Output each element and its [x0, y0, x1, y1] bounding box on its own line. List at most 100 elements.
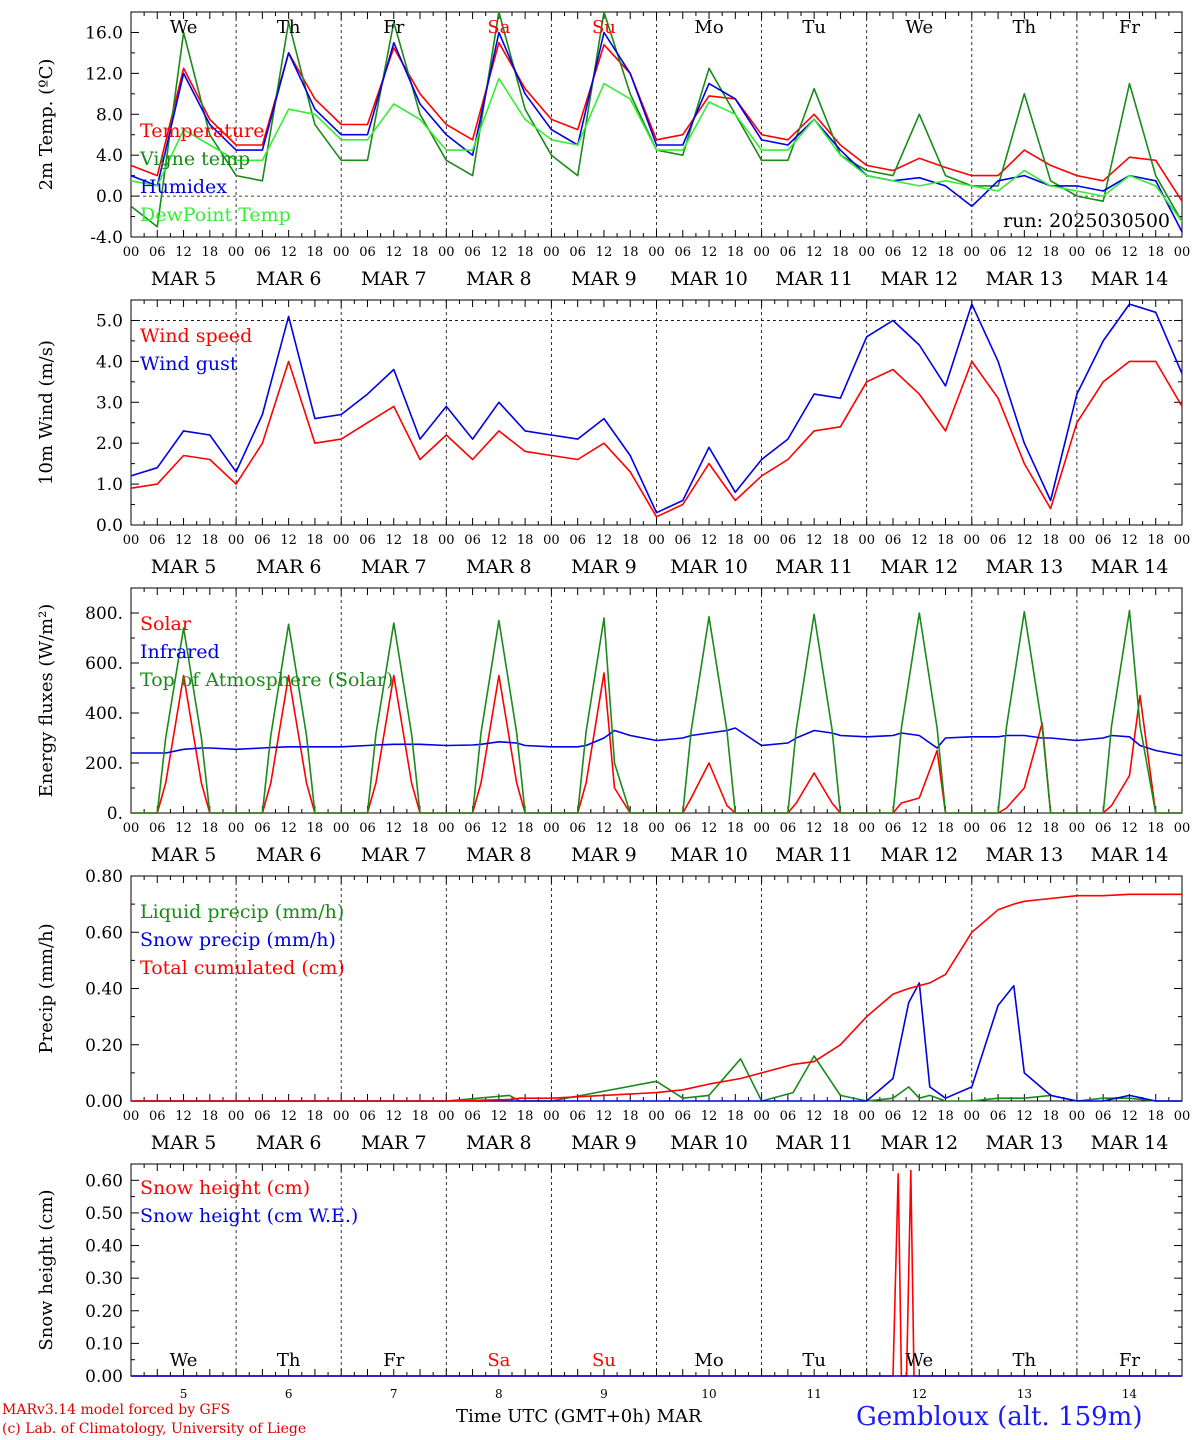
hour-label: 12: [1016, 245, 1033, 260]
hour-label: 18: [937, 1109, 954, 1124]
hour-label: 06: [990, 533, 1007, 548]
hour-label: 00: [333, 245, 350, 260]
y-tick-label: 0.20: [85, 1302, 123, 1322]
date-label: MAR 11: [775, 844, 853, 866]
y-tick-label: 0.60: [85, 1171, 123, 1191]
chart-panel-3: 0. 200. 400. 600. 800. Energy fluxes (W/m²) So…: [36, 587, 1191, 866]
hour-label: 12: [701, 533, 718, 548]
y-tick-label: 0.80: [85, 867, 123, 887]
hour-label: 12: [1121, 821, 1138, 836]
hour-label: 06: [464, 821, 481, 836]
date-label: MAR 9: [571, 844, 637, 866]
hour-label: 06: [464, 245, 481, 260]
hour-label: 00: [753, 1109, 770, 1124]
hour-label: 18: [307, 245, 324, 260]
hour-label: 12: [1016, 533, 1033, 548]
hour-label: 12: [280, 245, 297, 260]
date-label: MAR 14: [1091, 556, 1169, 578]
hour-label: 18: [1042, 245, 1059, 260]
hour-label: 06: [675, 821, 692, 836]
y-tick-label: 2.0: [96, 434, 123, 454]
series-line-2: [130, 303, 1183, 514]
hour-label: 00: [858, 533, 875, 548]
y-tick-label: 0.40: [85, 980, 123, 1000]
date-label: MAR 13: [985, 268, 1063, 290]
hour-label: 00: [648, 821, 665, 836]
hour-label: 18: [412, 245, 429, 260]
y-axis-label: 10m Wind (m/s): [36, 340, 57, 485]
hour-label: 18: [517, 245, 534, 260]
day-name-label: Sa: [487, 17, 510, 38]
hour-label: 18: [517, 533, 534, 548]
series-line-4: [130, 77, 1183, 223]
run-annotation: run: 2025030500: [1003, 210, 1170, 232]
hour-label: 00: [858, 1109, 875, 1124]
date-label: MAR 10: [670, 1132, 748, 1154]
hour-label: 12: [1121, 245, 1138, 260]
hour-label: 00: [648, 1109, 665, 1124]
station-name: Gembloux (alt. 159m): [856, 1402, 1143, 1432]
day-name-label: Fr: [1119, 1350, 1140, 1371]
hour-label: 00: [964, 821, 981, 836]
hour-label: 00: [964, 533, 981, 548]
hour-label: 18: [1042, 1109, 1059, 1124]
hour-label: 18: [1147, 533, 1164, 548]
hour-label: 18: [622, 533, 639, 548]
y-tick-label: 0.0: [96, 187, 123, 207]
hour-label: 06: [1095, 533, 1112, 548]
hour-label: 18: [307, 533, 324, 548]
hour-label: 18: [517, 1109, 534, 1124]
y-tick-label: 8.0: [96, 105, 123, 125]
y-tick-label: 4.0: [96, 352, 123, 372]
hour-label: 18: [412, 821, 429, 836]
lab-credit: (c) Lab. of Climatology, University of L…: [2, 1421, 307, 1437]
day-name-label: Th: [277, 17, 301, 38]
hour-label: 12: [701, 245, 718, 260]
hour-label: 06: [254, 245, 271, 260]
day-name-label: Th: [277, 1350, 301, 1371]
hour-label: 00: [858, 821, 875, 836]
date-label: MAR 13: [985, 844, 1063, 866]
day-name-label: Mo: [694, 17, 723, 38]
date-label: MAR 14: [1091, 268, 1169, 290]
hour-label: 06: [990, 1109, 1007, 1124]
hour-label: 12: [701, 1109, 718, 1124]
y-tick-label: 0.: [107, 804, 123, 824]
day-name-label: Fr: [1119, 17, 1140, 38]
hour-label: 00: [1069, 533, 1086, 548]
hour-label: 12: [175, 533, 192, 548]
hour-label: 18: [832, 533, 849, 548]
hour-label: 00: [228, 245, 245, 260]
hour-label: 12: [175, 1109, 192, 1124]
date-label: MAR 10: [670, 556, 748, 578]
y-axis-label: 2m Temp. (ºC): [36, 59, 57, 191]
date-label: MAR 14: [1091, 1132, 1169, 1154]
hour-label: 18: [307, 821, 324, 836]
legend-entry: DewPoint Temp: [140, 204, 291, 226]
y-tick-label: 0.30: [85, 1269, 123, 1289]
hour-label: 06: [780, 821, 797, 836]
hour-label: 00: [333, 821, 350, 836]
date-label: MAR 9: [571, 1132, 637, 1154]
hour-label: 12: [806, 1109, 823, 1124]
hour-label: 06: [149, 245, 166, 260]
hour-label: 00: [123, 821, 140, 836]
hour-label: 12: [385, 245, 402, 260]
date-label: MAR 12: [880, 268, 958, 290]
hour-label: 00: [543, 821, 560, 836]
day-name-label: We: [170, 17, 198, 38]
day-number-label: 9: [600, 1387, 608, 1401]
y-tick-label: 3.0: [96, 393, 123, 413]
panel-frame: [130, 299, 1183, 526]
hour-label: 12: [280, 533, 297, 548]
date-label: MAR 10: [670, 844, 748, 866]
hour-label: 18: [1147, 821, 1164, 836]
hour-label: 00: [1174, 821, 1191, 836]
y-tick-label: -4.0: [90, 228, 123, 248]
hour-label: 00: [1174, 533, 1191, 548]
hour-label: 12: [596, 533, 613, 548]
hour-label: 12: [280, 821, 297, 836]
hour-label: 12: [911, 245, 928, 260]
hour-label: 06: [1095, 1109, 1112, 1124]
hour-label: 06: [885, 245, 902, 260]
